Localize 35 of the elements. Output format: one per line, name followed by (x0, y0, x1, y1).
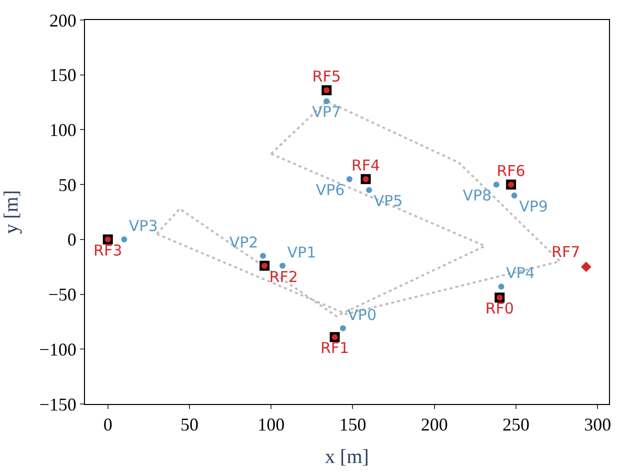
y-tick-label: −100 (39, 339, 76, 360)
data-label: VP9 (519, 198, 548, 216)
data-label: VP1 (287, 243, 316, 262)
data-label: VP2 (229, 233, 258, 252)
data-label: VP6 (316, 181, 345, 200)
data-label: RF6 (496, 162, 526, 180)
x-tick-label: 250 (502, 414, 530, 435)
data-label: RF1 (320, 339, 350, 358)
x-tick-label: 100 (258, 414, 285, 435)
x-tick-label: 50 (180, 414, 198, 435)
y-tick-label: 200 (49, 10, 76, 30)
y-tick-label: −50 (48, 284, 76, 305)
data-label: RF5 (312, 68, 341, 86)
y-tick-label: 50 (58, 174, 76, 195)
data-label: RF4 (351, 156, 380, 175)
data-label: VP0 (348, 306, 377, 324)
x-tick-label: 300 (584, 414, 612, 435)
data-label: VP8 (462, 186, 492, 205)
data-label: VP4 (506, 264, 535, 282)
data-label: RF7 (552, 243, 580, 262)
data-label: VP3 (128, 216, 158, 235)
y-tick-label: 150 (49, 65, 76, 86)
y-tick-label: 0 (67, 230, 76, 250)
data-label: VP5 (374, 192, 403, 210)
x-tick-label: 150 (339, 414, 366, 435)
y-tick-label: −150 (39, 394, 76, 414)
y-axis-title: y [m] (0, 190, 23, 234)
x-axis-title: x [m] (325, 446, 369, 468)
data-label: RF2 (269, 268, 298, 286)
data-label: VP7 (312, 103, 342, 122)
y-tick-label: 100 (49, 120, 76, 140)
data-label: RF0 (485, 300, 514, 318)
x-tick-label: 0 (103, 414, 112, 435)
data-label: RF3 (94, 241, 122, 260)
x-tick-label: 200 (420, 414, 448, 435)
